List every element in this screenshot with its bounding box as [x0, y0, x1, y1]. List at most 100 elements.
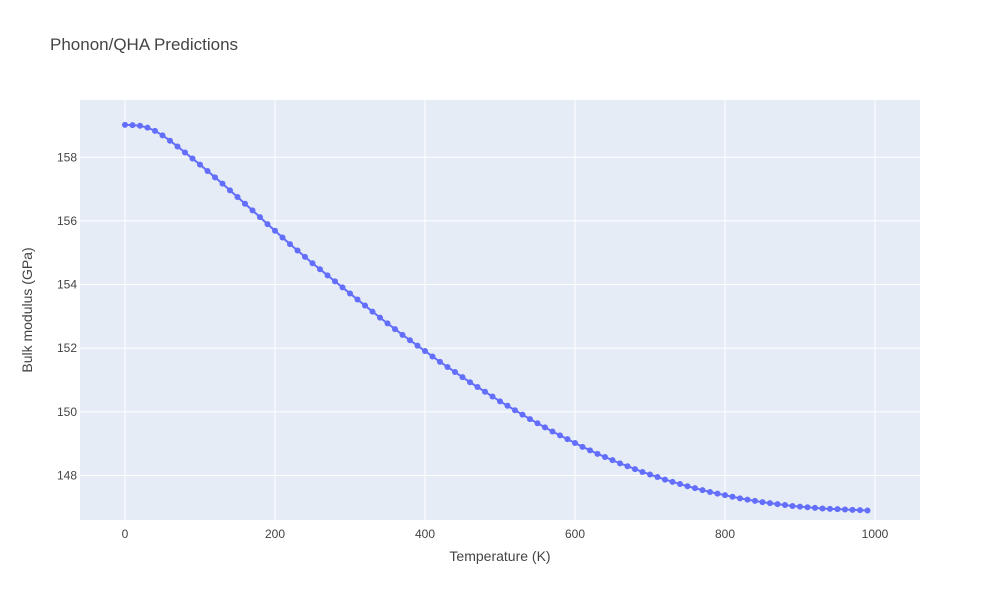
- data-point: [474, 384, 481, 390]
- data-point: [324, 272, 331, 279]
- data-point: [482, 388, 488, 395]
- data-point: [684, 483, 691, 490]
- data-point: [624, 463, 631, 470]
- data-point: [857, 507, 863, 514]
- data-point: [587, 447, 593, 454]
- data-point: [609, 457, 616, 464]
- y-tick-label-0: 148: [57, 468, 77, 482]
- data-point: [729, 493, 736, 500]
- grid-lines: [80, 100, 920, 520]
- data-point: [459, 374, 466, 381]
- data-point: [182, 149, 188, 156]
- data-point: [714, 490, 721, 497]
- data-point: [707, 489, 713, 495]
- x-tick-label-1: 200: [265, 527, 285, 541]
- data-point: [137, 122, 143, 129]
- data-point: [377, 314, 383, 321]
- data-point: [527, 416, 533, 423]
- data-point: [677, 481, 683, 488]
- x-tick-label-3: 600: [565, 527, 585, 541]
- x-axis-title: Temperature (K): [449, 548, 550, 564]
- data-point: [287, 241, 293, 248]
- y-tick-label-2: 152: [57, 341, 77, 355]
- data-point: [294, 247, 301, 254]
- data-point: [699, 487, 706, 494]
- data-point: [422, 348, 428, 355]
- data-point: [152, 127, 158, 134]
- data-point: [752, 497, 758, 504]
- data-point: [662, 476, 668, 483]
- plot-area: [80, 100, 920, 520]
- data-point: [572, 440, 578, 446]
- data-point: [639, 468, 646, 475]
- data-point: [534, 420, 541, 427]
- y-tick-labels: 148 150 152 154 156 158: [57, 150, 77, 482]
- data-point: [234, 194, 241, 201]
- data-point: [497, 398, 503, 405]
- data-point: [834, 506, 841, 513]
- y-tick-label-4: 156: [57, 214, 77, 228]
- x-tick-label-4: 800: [715, 527, 735, 541]
- data-point: [452, 369, 458, 376]
- data-point: [347, 290, 353, 297]
- data-point: [369, 308, 376, 315]
- data-point: [122, 121, 128, 128]
- data-point: [339, 284, 346, 291]
- data-point: [429, 353, 436, 360]
- data-point: [242, 200, 248, 207]
- data-point: [759, 499, 766, 506]
- data-point: [444, 363, 451, 370]
- data-point: [692, 485, 698, 492]
- chart-title: Phonon/QHA Predictions: [50, 35, 238, 54]
- data-point: [204, 167, 211, 174]
- data-point: [174, 143, 181, 150]
- data-point: [512, 407, 518, 414]
- data-point: [647, 471, 653, 478]
- y-tick-label-1: 150: [57, 405, 77, 419]
- data-point: [249, 207, 256, 214]
- data-point: [669, 478, 676, 485]
- data-point: [317, 266, 323, 273]
- data-point: [654, 474, 661, 481]
- data-point: [272, 227, 278, 234]
- data-point: [594, 450, 601, 457]
- x-tick-label-0: 0: [122, 527, 129, 541]
- data-point: [542, 424, 548, 431]
- x-tick-labels: 0 200 400 600 800 1000: [122, 527, 889, 541]
- data-point: [392, 326, 398, 333]
- x-tick-label-2: 400: [415, 527, 435, 541]
- data-point: [782, 502, 788, 509]
- data-point: [362, 302, 368, 309]
- data-point: [519, 411, 526, 418]
- data-point: [789, 503, 796, 509]
- data-point: [414, 342, 421, 349]
- x-tick-label-5: 1000: [862, 527, 889, 541]
- data-point: [579, 443, 586, 450]
- data-point: [219, 180, 226, 187]
- y-axis-title: Bulk modulus (GPa): [19, 247, 35, 372]
- data-point: [212, 174, 218, 181]
- data-point: [744, 496, 751, 503]
- series-line-0: [124, 123, 868, 512]
- data-point: [144, 124, 151, 131]
- data-point: [722, 492, 728, 499]
- data-point: [159, 132, 166, 139]
- data-point: [264, 221, 271, 228]
- data-point: [167, 137, 173, 144]
- data-point: [632, 466, 638, 473]
- data-point: [279, 234, 286, 241]
- data-point: [257, 214, 263, 221]
- data-point: [849, 506, 856, 513]
- data-point: [437, 358, 443, 365]
- data-point: [774, 501, 781, 508]
- data-point: [812, 504, 818, 511]
- data-point: [309, 260, 316, 267]
- data-point: [617, 460, 623, 467]
- y-tick-label-5: 158: [57, 150, 77, 164]
- data-point: [302, 253, 308, 260]
- data-point: [804, 504, 811, 511]
- data-point: [189, 155, 196, 162]
- data-point: [819, 505, 826, 512]
- data-point: [354, 296, 361, 303]
